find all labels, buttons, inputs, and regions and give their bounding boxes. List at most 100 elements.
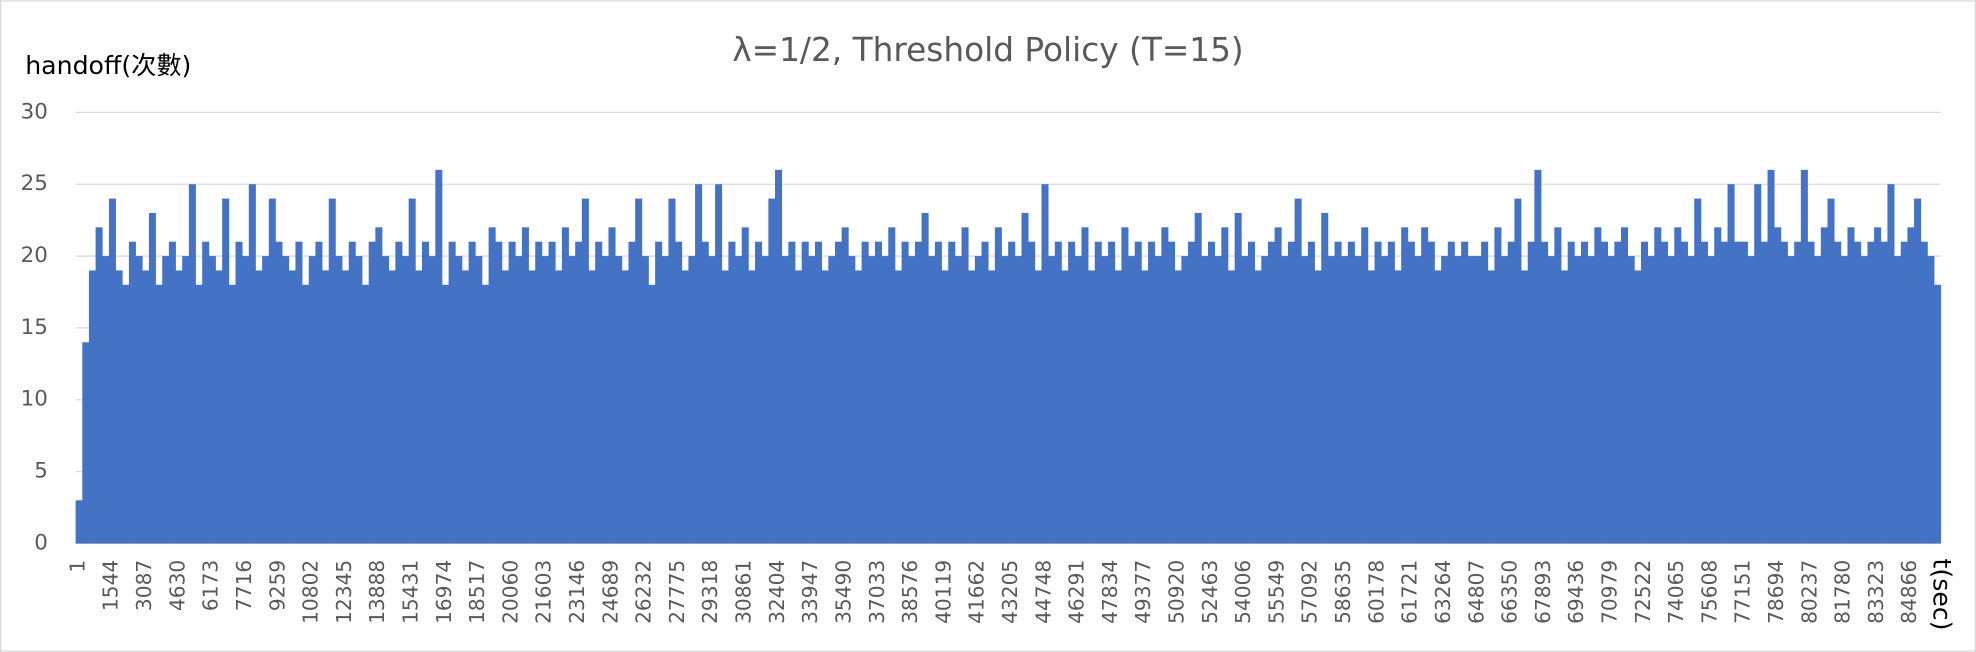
bar: [1874, 227, 1882, 544]
bar: [1674, 227, 1682, 544]
bar: [1301, 256, 1309, 544]
bar: [1714, 227, 1722, 544]
bar: [508, 241, 516, 544]
x-tick-label: 1: [65, 560, 89, 573]
bar: [834, 241, 843, 544]
bar: [148, 212, 156, 544]
x-tick-label: 78694: [1764, 560, 1788, 624]
y-tick-label: 5: [34, 459, 48, 484]
bar: [795, 270, 803, 544]
bar: [681, 270, 689, 544]
bar: [1094, 241, 1102, 544]
bar: [1487, 270, 1495, 544]
x-axis-title: t(sec): [1928, 559, 1957, 631]
bar: [854, 270, 862, 544]
bar: [1634, 270, 1642, 544]
bar: [1787, 256, 1795, 544]
y-tick-label: 30: [21, 99, 48, 124]
bar: [1854, 241, 1862, 544]
bar: [954, 256, 962, 544]
x-tick-label: 43205: [998, 560, 1022, 624]
x-tick-label: 20060: [498, 560, 522, 624]
bar: [328, 198, 336, 544]
bar: [1154, 256, 1162, 544]
bar: [1341, 256, 1349, 544]
bar: [1774, 227, 1782, 544]
bar: [1041, 184, 1049, 544]
bar: [1860, 256, 1868, 544]
bar: [142, 270, 150, 544]
bar: [1188, 241, 1196, 544]
bar: [868, 256, 876, 544]
bar: [888, 227, 896, 544]
bar: [1574, 256, 1582, 544]
x-tick-label: 1544: [99, 560, 123, 611]
bar: [1421, 227, 1429, 544]
bar: [1867, 241, 1875, 544]
bar: [415, 270, 423, 544]
bar: [335, 256, 343, 544]
bar: [275, 241, 283, 544]
bar: [828, 256, 836, 544]
bar: [1254, 270, 1262, 544]
bar: [881, 256, 889, 544]
bar: [675, 241, 683, 544]
bar: [375, 227, 383, 544]
bar: [1028, 241, 1036, 544]
bar: [501, 270, 509, 544]
bar: [961, 227, 969, 544]
bar: [108, 198, 116, 544]
x-tick-label: 26232: [632, 560, 656, 624]
bar: [1794, 241, 1802, 544]
y-tick-label: 20: [21, 243, 48, 268]
bar: [1514, 198, 1522, 544]
bar: [1128, 256, 1136, 544]
bar: [1101, 256, 1109, 544]
bar: [1807, 241, 1815, 544]
bar: [1441, 256, 1449, 544]
bar: [1081, 227, 1089, 544]
bar: [488, 227, 496, 544]
bar: [581, 198, 589, 544]
x-tick-label: 21603: [532, 560, 556, 624]
bar: [1148, 241, 1156, 544]
x-tick-label: 16974: [432, 560, 456, 624]
chart-title: λ=1/2, Threshold Policy (T=15): [732, 31, 1243, 69]
bar: [575, 241, 583, 544]
bar: [848, 256, 856, 544]
bar: [561, 227, 569, 544]
bar: [928, 256, 936, 544]
bar: [1627, 256, 1635, 544]
bar: [535, 241, 543, 544]
bar: [1414, 256, 1422, 544]
x-tick-label: 46291: [1065, 560, 1089, 624]
bars: [75, 169, 1942, 544]
x-tick-label: 83323: [1864, 560, 1888, 624]
bar: [934, 241, 942, 544]
x-tick-label: 27775: [665, 560, 689, 624]
bar: [1267, 241, 1275, 544]
bar: [628, 241, 636, 544]
bar: [981, 241, 989, 544]
bar: [894, 270, 902, 544]
bar: [195, 284, 203, 544]
bar: [1234, 212, 1242, 544]
x-tick-label: 69436: [1564, 560, 1588, 624]
bar: [135, 256, 143, 544]
x-tick-label: 15431: [398, 560, 422, 624]
bar: [1088, 270, 1096, 544]
bar: [1707, 256, 1715, 544]
bar: [715, 184, 723, 544]
bar: [1620, 227, 1629, 544]
bar: [1561, 270, 1569, 544]
bar: [968, 270, 976, 544]
bar: [1334, 241, 1342, 544]
bar: [601, 256, 609, 544]
bar: [1474, 256, 1482, 544]
bar: [548, 241, 556, 544]
bar: [215, 270, 223, 544]
bar: [1740, 241, 1748, 544]
bar: [382, 256, 390, 544]
bar: [1374, 241, 1382, 544]
x-tick-label: 38576: [898, 560, 922, 624]
